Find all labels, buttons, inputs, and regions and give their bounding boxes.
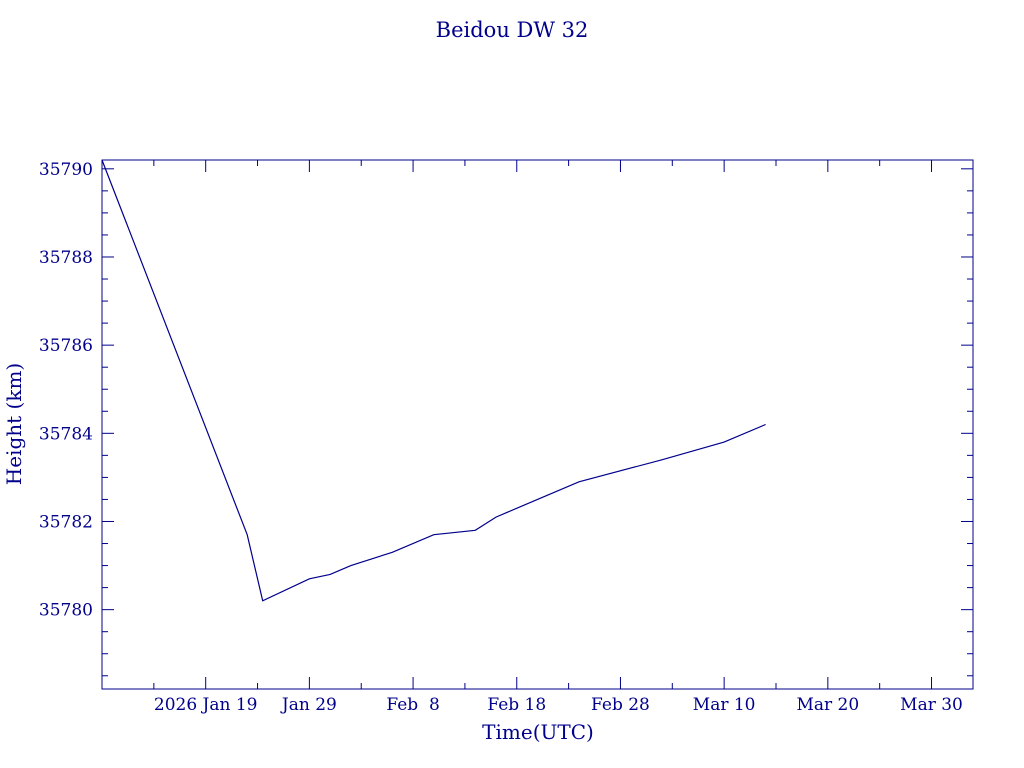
x-tick-label: Feb 8 [386,695,439,715]
chart-title: Beidou DW 32 [436,18,589,42]
height-series-line [101,159,766,602]
y-axis-label: Height (km) [2,363,26,485]
x-tick-label: Jan 29 [280,695,337,715]
plot-frame [101,159,974,690]
series-group [101,159,766,602]
x-tick-label: Feb 28 [591,695,650,715]
x-tick-label: Mar 20 [796,695,859,715]
x-tick-label: Mar 30 [900,695,963,715]
y-tick-label: 35784 [39,424,93,444]
x-tick-label: Feb 18 [487,695,546,715]
tick-marks [102,160,973,689]
y-tick-label: 35786 [39,336,93,356]
y-tick-labels: 35780 35782 35784 35786 35788 35790 [39,160,93,621]
x-tick-label: Mar 10 [693,695,756,715]
y-tick-label: 35780 [39,601,93,621]
x-axis-label: Time(UTC) [482,720,594,744]
x-tick-label: 2026 Jan 19 [154,695,258,715]
y-tick-label: 35790 [39,160,93,180]
y-tick-label: 35782 [39,512,93,532]
x-tick-labels: 2026 Jan 19 Jan 29 Feb 8 Feb 18 Feb 28 Mar 10… [154,695,963,715]
y-tick-label: 35788 [39,248,93,268]
